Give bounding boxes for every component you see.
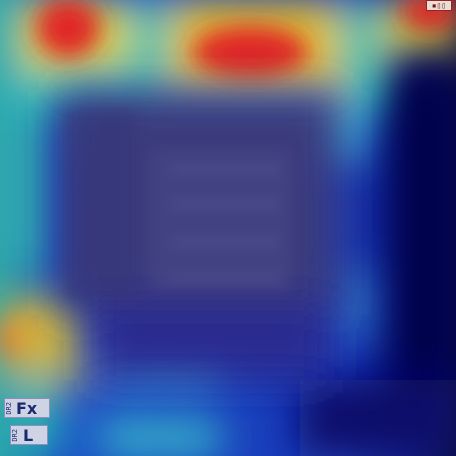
- fracture-marker-small-text: DR2: [5, 401, 13, 415]
- side-marker-label: L: [23, 425, 34, 445]
- right-dark-band: [300, 60, 456, 456]
- corner-marker: ▪▯▯: [426, 0, 452, 11]
- side-marker-small-text: DR2: [11, 428, 19, 442]
- fracture-marker-label: Fx: [16, 398, 38, 418]
- anatomy-shading: [65, 110, 290, 300]
- fracture-marker: DR2 Fx: [4, 398, 50, 418]
- side-marker: DR2 L: [10, 425, 48, 445]
